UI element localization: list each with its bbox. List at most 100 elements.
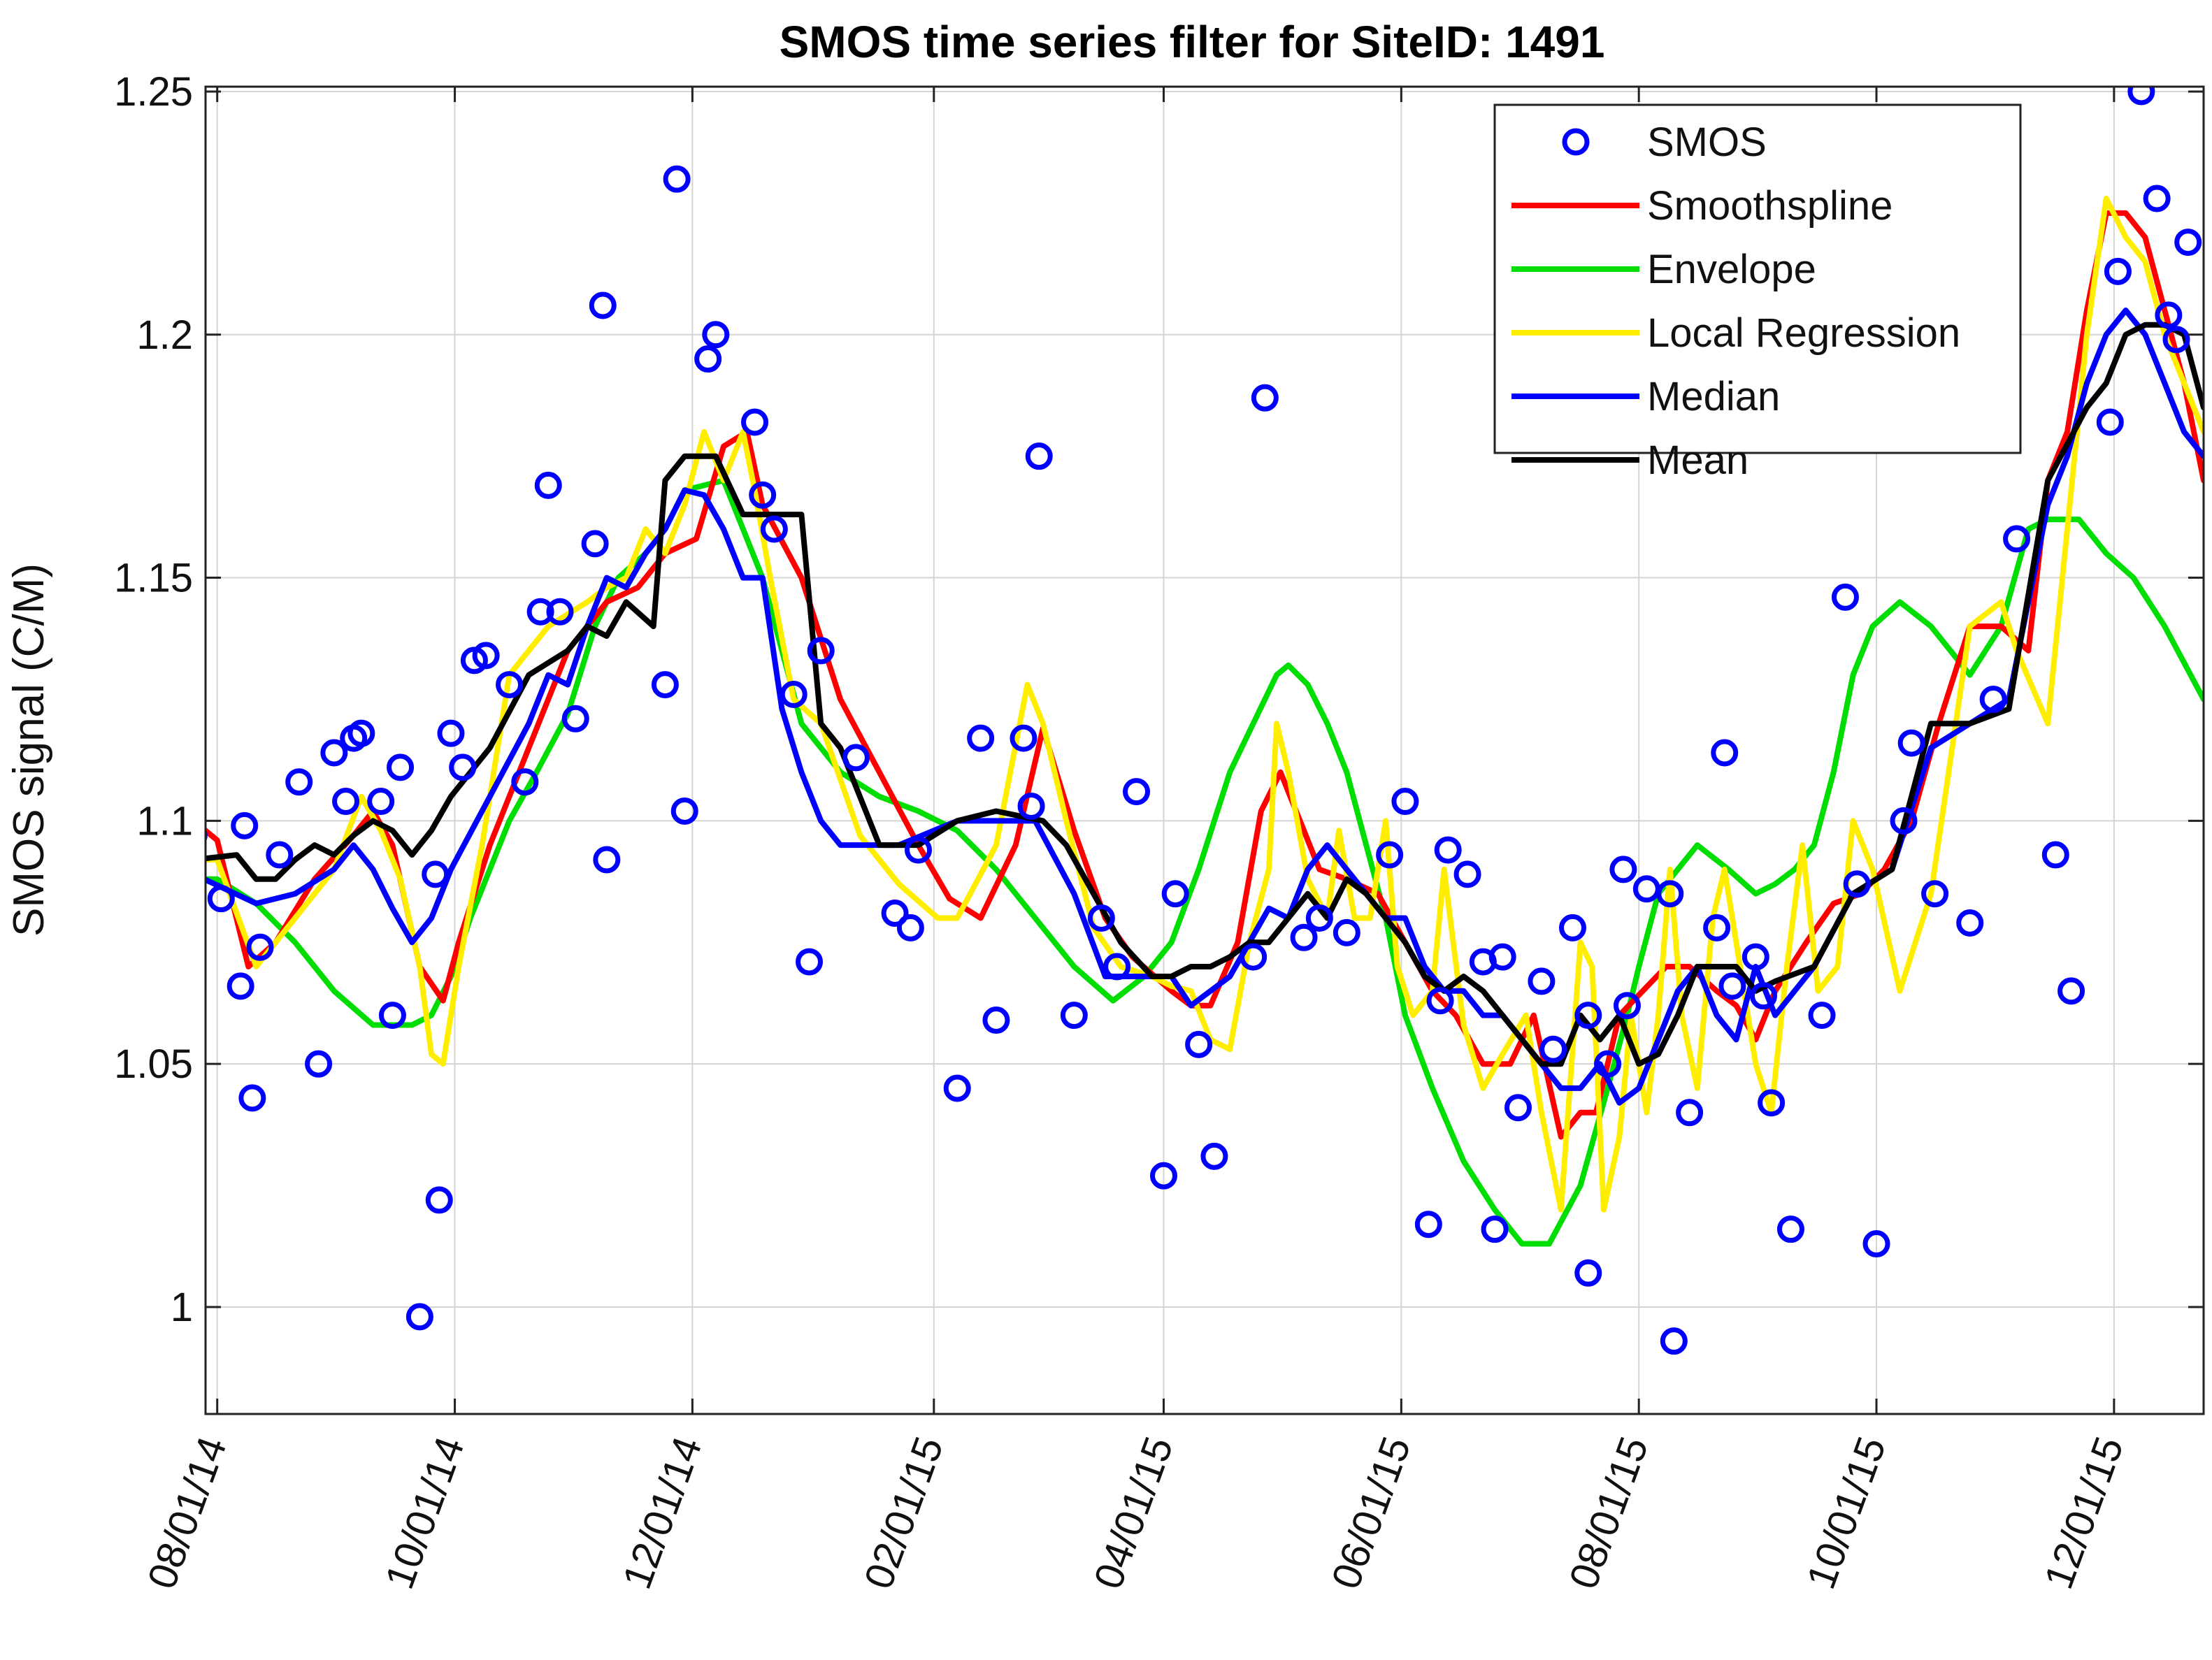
- smos-point: [1703, 914, 1731, 941]
- smos-point: [320, 739, 348, 767]
- smos-point: [589, 291, 617, 319]
- smos-point: [546, 598, 574, 626]
- axes-frame: [204, 85, 2205, 1415]
- y-tick-label: 1.15: [114, 556, 193, 601]
- smos-point: [2041, 841, 2069, 869]
- smos-point: [1656, 880, 1684, 908]
- smos-point: [332, 788, 360, 816]
- legend-marker-smos: [1562, 128, 1590, 156]
- smos-point: [378, 1002, 406, 1030]
- smos-point: [741, 408, 769, 436]
- smos-point: [1718, 972, 1746, 1000]
- smos-point: [1539, 1035, 1567, 1063]
- smos-point: [1741, 943, 1769, 971]
- smos-point: [1776, 1215, 1804, 1243]
- smos-point: [496, 671, 524, 699]
- smos-point: [231, 811, 259, 839]
- smos-point: [227, 972, 254, 1000]
- legend-label-mean: Mean: [1647, 438, 1748, 483]
- y-tick-label: 1: [171, 1285, 193, 1330]
- smos-point: [1528, 967, 1556, 995]
- smos-point: [1956, 909, 1984, 937]
- smos-point: [1453, 860, 1481, 888]
- smos-point: [1391, 788, 1419, 816]
- legend-label-median: Median: [1647, 374, 1780, 419]
- smos-point: [1749, 982, 1777, 1010]
- smos-point: [967, 724, 995, 752]
- smos-point: [1414, 1211, 1442, 1239]
- legend: SMOS Smoothspline Envelope Local Regression…: [1493, 103, 2022, 483]
- smos-point: [1103, 953, 1131, 981]
- smos-point: [1123, 778, 1151, 806]
- smos-point: [1376, 841, 1404, 869]
- smos-point: [1087, 904, 1115, 932]
- smos-point: [842, 744, 870, 772]
- smos-point: [266, 841, 294, 869]
- smos-point: [1758, 1089, 1786, 1117]
- smos-point: [2127, 87, 2155, 106]
- smos-point: [305, 1050, 333, 1078]
- y-tick-label: 1.1: [136, 798, 193, 844]
- smos-point: [405, 1303, 433, 1331]
- smos-point: [670, 797, 698, 825]
- legend-label-smos: SMOS: [1647, 120, 1767, 165]
- smos-point: [651, 671, 679, 699]
- y-tick-label: 1.25: [114, 69, 193, 115]
- smos-point: [702, 321, 730, 349]
- series-line-envelope: [206, 477, 2204, 1247]
- y-tick-label: 1.05: [114, 1041, 193, 1087]
- y-tick-label: 1.2: [136, 312, 193, 358]
- smos-point: [982, 1006, 1010, 1034]
- smos-point: [1488, 943, 1516, 971]
- smos-point: [285, 768, 313, 796]
- smos-point: [1613, 992, 1641, 1020]
- smos-point: [663, 165, 691, 193]
- smos-point: [2104, 257, 2132, 285]
- smos-point: [1025, 442, 1053, 470]
- smos-point: [780, 681, 807, 709]
- smos-point: [1504, 1094, 1532, 1122]
- smos-point: [1843, 870, 1871, 898]
- smos-point: [2162, 326, 2190, 354]
- y-axis-label: SMOS signal (C/M): [5, 563, 53, 937]
- smos-point: [1890, 807, 1918, 835]
- smos-point: [1711, 739, 1739, 767]
- smos-point: [1333, 918, 1360, 946]
- smos-point: [2155, 301, 2183, 329]
- smos-point: [2003, 525, 2031, 553]
- chart-title: SMOS time series filter for SiteID: 1491: [780, 17, 1605, 67]
- legend-label-local-regression: Local Regression: [1647, 310, 1960, 356]
- smos-point: [387, 753, 415, 781]
- smos-point: [1660, 1327, 1688, 1355]
- smos-point: [1609, 856, 1637, 883]
- smos-point: [807, 637, 835, 665]
- smos-point: [1185, 1030, 1213, 1058]
- smos-point: [1010, 724, 1037, 752]
- smos-point: [1434, 836, 1462, 864]
- smos-point: [1305, 904, 1333, 932]
- smos-point: [1808, 1002, 1836, 1030]
- smos-point: [905, 836, 933, 864]
- smos-point: [449, 753, 477, 781]
- smos-point: [347, 719, 375, 747]
- smos-point: [581, 530, 609, 558]
- smos-point: [1574, 1259, 1602, 1287]
- smos-point: [1426, 987, 1454, 1015]
- smos-point: [1200, 1142, 1228, 1170]
- smos-point: [749, 481, 777, 509]
- smos-point: [1574, 1002, 1602, 1030]
- smos-point: [472, 642, 500, 670]
- smos-point: [796, 948, 824, 976]
- smos-point: [425, 1186, 453, 1214]
- series-line-mean: [206, 322, 2204, 1067]
- series-lines: [206, 196, 2204, 1247]
- smos-point: [526, 598, 554, 626]
- smos-point: [246, 933, 274, 961]
- smos-point: [367, 788, 395, 816]
- smos-point: [2143, 185, 2171, 212]
- smos-point: [207, 885, 235, 913]
- smos-point: [943, 1074, 971, 1102]
- smos-scatter: [206, 87, 2202, 1355]
- smos-point: [2057, 977, 2085, 1005]
